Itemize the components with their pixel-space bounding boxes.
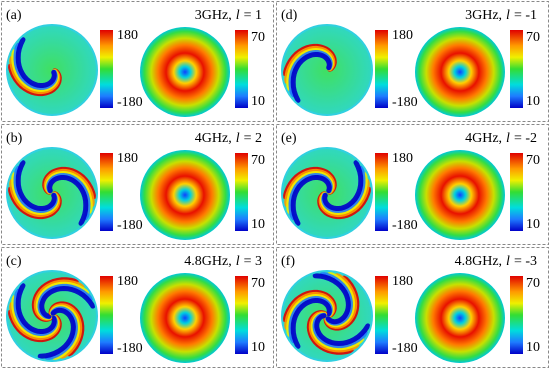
frequency: 4.8GHz, [184,254,231,269]
frequency: 4.8GHz, [455,254,502,269]
phase-edge [6,24,98,116]
phase-colorbar [100,30,113,108]
phase-arm [290,52,332,103]
mode-value: = -2 [514,131,537,146]
caption: 4GHz, l = 2 [195,131,262,146]
panel-border [1,124,274,245]
phase-tick: -180 [392,218,418,233]
amp-tick: 10 [251,217,265,232]
phase-colorbar [375,153,388,231]
panel-border [276,1,549,122]
panel-label: (f) [281,254,295,269]
amp-colorbar [510,276,523,354]
phase-tick: -180 [117,341,143,356]
amp-colorbar [235,153,248,231]
amp-tick: 10 [526,94,540,109]
phase-arm [15,37,57,88]
caption: 3GHz, l = -1 [465,8,537,23]
amp-colorbar [510,30,523,108]
phase-edge [281,270,373,362]
phase-arm [47,175,89,226]
mode-value: = 2 [244,131,262,146]
mode-symbol: l [236,131,240,146]
amplitude-map [415,273,505,363]
phase-arm [322,160,364,211]
phase-tick: 180 [392,28,413,43]
amp-colorbar [510,153,523,231]
caption: 4GHz, l = -2 [465,131,537,146]
amp-tick: 10 [526,217,540,232]
mode-symbol: l [506,131,510,146]
phase-colorbar [100,153,113,231]
phase-tick: -180 [392,95,418,110]
phase-edge [281,147,373,239]
panel-border [1,247,274,368]
amp-tick: 10 [251,340,265,355]
phase-edge [6,147,98,239]
amp-colorbar [235,30,248,108]
amplitude-map [415,27,505,117]
phase-tick: -180 [117,95,143,110]
mode-value: = -1 [514,8,537,23]
amplitude-map [140,273,230,363]
frequency: 4GHz, [465,131,502,146]
caption: 4.8GHz, l = -3 [455,254,537,269]
panel-border [276,124,549,245]
amp-tick: 70 [526,153,540,168]
phase-tick: 180 [392,274,413,289]
mode-symbol: l [236,254,240,269]
amplitude-map [140,150,230,240]
panel-border [276,247,549,368]
amp-tick: 70 [251,30,265,45]
phase-arm [37,307,76,359]
phase-arm [15,283,57,334]
frequency: 3GHz, [465,8,502,23]
phase-tick: -180 [392,341,418,356]
phase-arm [39,285,96,319]
phase-arm [312,273,351,325]
phase-arm [290,175,332,226]
phase-arm [290,298,332,349]
panel-label: (e) [281,131,297,146]
phase-tick: 180 [117,274,138,289]
phase-tick: 180 [117,28,138,43]
phase-tick: -180 [117,218,143,233]
phase-arm [314,313,371,347]
amp-tick: 10 [526,340,540,355]
amp-tick: 70 [526,30,540,45]
phase-arm [15,160,57,211]
phase-colorbar [375,276,388,354]
mode-symbol: l [506,254,510,269]
frequency: 4GHz, [195,131,232,146]
mode-symbol: l [506,8,510,23]
phase-colorbar [100,276,113,354]
phase-edge [281,24,373,116]
caption: 4.8GHz, l = 3 [184,254,262,269]
panel-label: (c) [6,254,22,269]
caption: 3GHz, l = 1 [195,8,262,23]
mode-value: = 1 [244,8,262,23]
amp-tick: 70 [526,276,540,291]
panel-label: (a) [6,8,22,23]
phase-tick: 180 [117,151,138,166]
amplitude-map [140,27,230,117]
phase-colorbar [375,30,388,108]
amplitude-map [415,150,505,240]
phase-tick: 180 [392,151,413,166]
frequency: 3GHz, [195,8,232,23]
panel-border [1,1,274,122]
amp-tick: 70 [251,276,265,291]
panel-label: (b) [6,131,23,146]
amp-tick: 70 [251,153,265,168]
mode-value: = 3 [244,254,262,269]
mode-symbol: l [236,8,240,23]
panel-label: (d) [281,8,298,23]
phase-edge [6,270,98,362]
mode-value: = -3 [514,254,537,269]
amp-tick: 10 [251,94,265,109]
amp-colorbar [235,276,248,354]
